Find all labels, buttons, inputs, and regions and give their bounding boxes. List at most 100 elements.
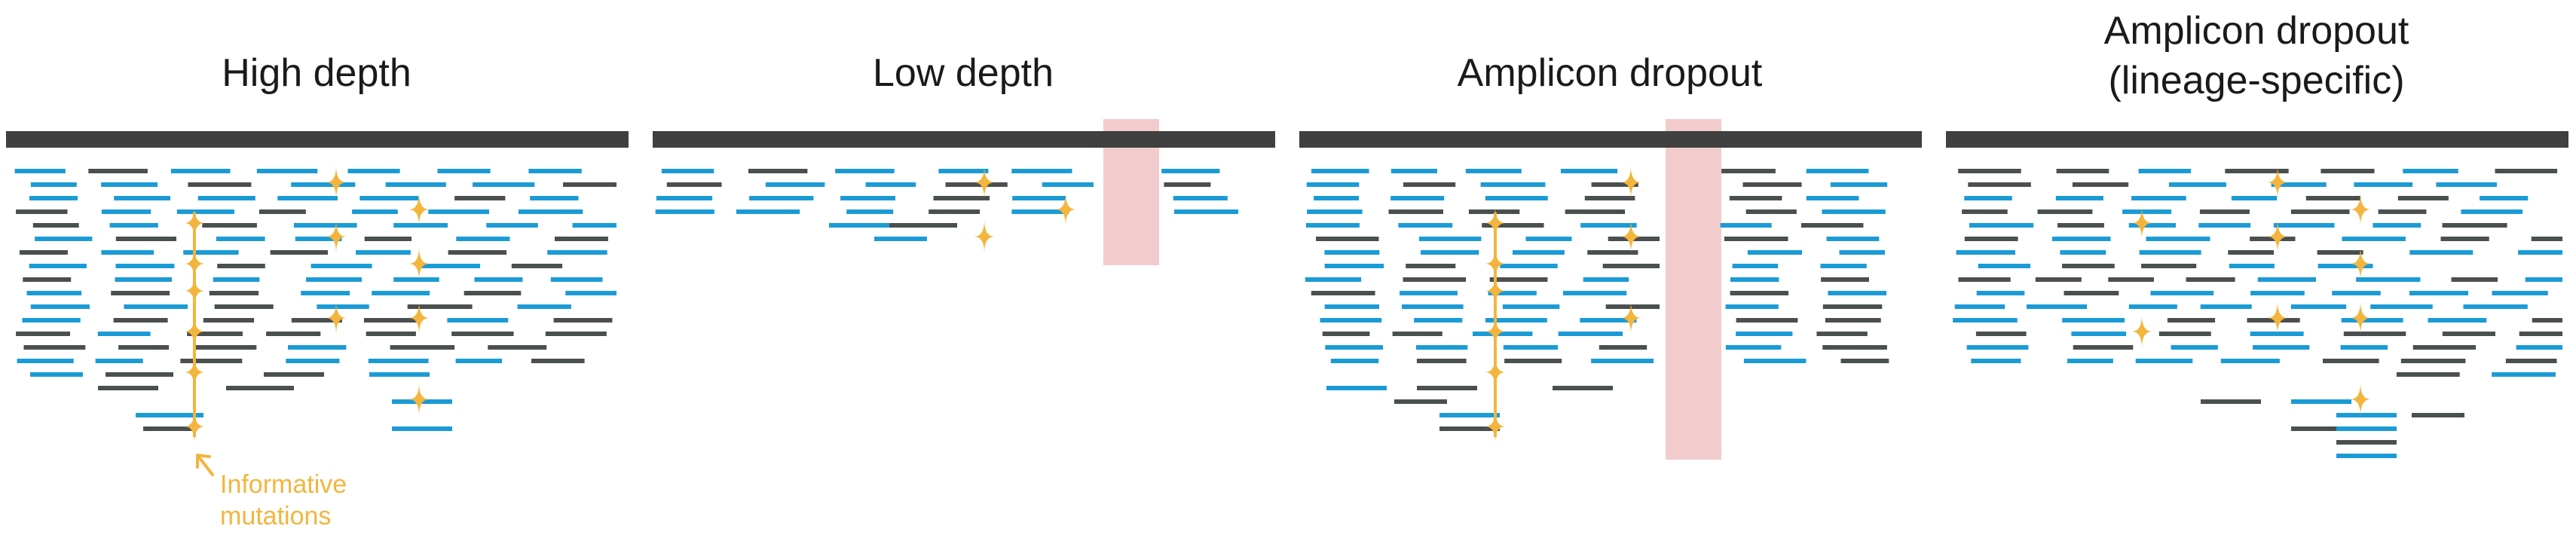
sequencing-read (545, 332, 607, 336)
sequencing-read (933, 196, 990, 200)
read-pileup (1305, 169, 1889, 431)
sequencing-read (835, 169, 895, 173)
sequencing-read (1485, 318, 1547, 323)
sequencing-read (1736, 332, 1793, 336)
sequencing-read (1602, 264, 1660, 268)
four-point-star-icon (184, 206, 205, 240)
panel-low-depth: Low depth (655, 51, 1238, 241)
sequencing-read (1307, 209, 1363, 214)
sequencing-read (306, 277, 362, 282)
sequencing-read (2397, 196, 2449, 200)
sequencing-read (2062, 318, 2125, 323)
sequencing-read (1971, 359, 2021, 363)
sequencing-read (2220, 359, 2280, 363)
sequencing-read (1390, 169, 1437, 173)
sequencing-read (1720, 223, 1772, 228)
four-point-star-icon (408, 247, 430, 280)
sequencing-read (363, 318, 421, 323)
sequencing-read (1839, 250, 1885, 255)
sequencing-read (1011, 169, 1072, 173)
sequencing-read (2336, 413, 2397, 417)
four-point-star-icon (2267, 220, 2288, 253)
sequencing-read (2131, 196, 2186, 200)
sequencing-read (656, 196, 713, 200)
sequencing-read (2225, 169, 2289, 173)
sequencing-read (1416, 345, 1468, 350)
sequencing-read (528, 169, 582, 173)
sequencing-read (23, 277, 72, 282)
sequencing-read (2516, 345, 2562, 350)
sequencing-read (32, 223, 79, 228)
sequencing-read (1840, 359, 1889, 363)
sequencing-read (1730, 291, 1788, 295)
sequencing-read (428, 209, 489, 214)
sequencing-read (1400, 291, 1458, 295)
sequencing-read (1403, 277, 1466, 282)
sequencing-read (301, 291, 350, 295)
sequencing-read (517, 304, 571, 309)
sequencing-read (865, 182, 916, 187)
sequencing-read (2290, 304, 2347, 309)
sequencing-read (2519, 332, 2562, 336)
sequencing-read (2436, 182, 2498, 187)
sequencing-read (846, 209, 894, 214)
sequencing-read (2291, 399, 2351, 404)
sequencing-read (1465, 169, 1522, 173)
sequencing-read (286, 359, 340, 363)
sequencing-read (418, 264, 481, 268)
sequencing-read (30, 372, 83, 377)
sequencing-read (392, 426, 452, 431)
sequencing-read (2250, 291, 2305, 295)
sequencing-read (1800, 223, 1864, 228)
four-point-star-icon (326, 301, 347, 335)
sequencing-read (1953, 318, 2018, 323)
sequencing-read (2495, 169, 2558, 173)
sequencing-read (2321, 169, 2375, 173)
sequencing-read (1324, 250, 1380, 255)
sequencing-read (1826, 237, 1880, 241)
sequencing-read (2317, 264, 2373, 268)
four-point-star-icon (2350, 193, 2371, 226)
sequencing-read (829, 223, 889, 228)
sequencing-read (2128, 223, 2176, 228)
sequencing-read (1480, 182, 1546, 187)
sequencing-read (95, 359, 143, 363)
sequencing-read (2141, 264, 2197, 268)
callout-label-line-2: mutations (220, 502, 331, 530)
sequencing-read (565, 291, 616, 295)
sequencing-read (393, 223, 448, 228)
four-point-star-icon (1485, 274, 1506, 307)
sequencing-read (109, 223, 158, 228)
sequencing-read (473, 182, 535, 187)
sequencing-read (1324, 304, 1379, 309)
sequencing-read (2442, 223, 2507, 228)
sequencing-read (2200, 304, 2252, 309)
callout-label-line-1: Informative (220, 470, 347, 499)
sequencing-read (364, 237, 412, 241)
sequencing-read (1954, 304, 2005, 309)
sequencing-read (291, 182, 356, 187)
sequencing-read (385, 182, 446, 187)
read-pileup (14, 169, 616, 431)
sequencing-read (115, 264, 175, 268)
sequencing-read (2250, 332, 2304, 336)
sequencing-read (2480, 196, 2529, 200)
sequencing-read (448, 250, 507, 255)
sequencing-read (1311, 291, 1375, 295)
sequencing-read (136, 413, 203, 417)
sequencing-read (463, 291, 522, 295)
sequencing-read (736, 209, 800, 214)
sequencing-read (2198, 223, 2251, 228)
sequencing-read (1565, 209, 1626, 214)
sequencing-read (2323, 359, 2379, 363)
sequencing-read (214, 304, 274, 309)
four-point-star-icon (1485, 247, 1506, 280)
four-point-star-icon (974, 220, 995, 253)
sequencing-read (2403, 169, 2458, 173)
sequencing-read (1482, 223, 1544, 228)
sequencing-read (518, 209, 583, 214)
sequencing-read (393, 277, 439, 282)
sequencing-read (1012, 196, 1066, 200)
sequencing-read (2531, 237, 2562, 241)
